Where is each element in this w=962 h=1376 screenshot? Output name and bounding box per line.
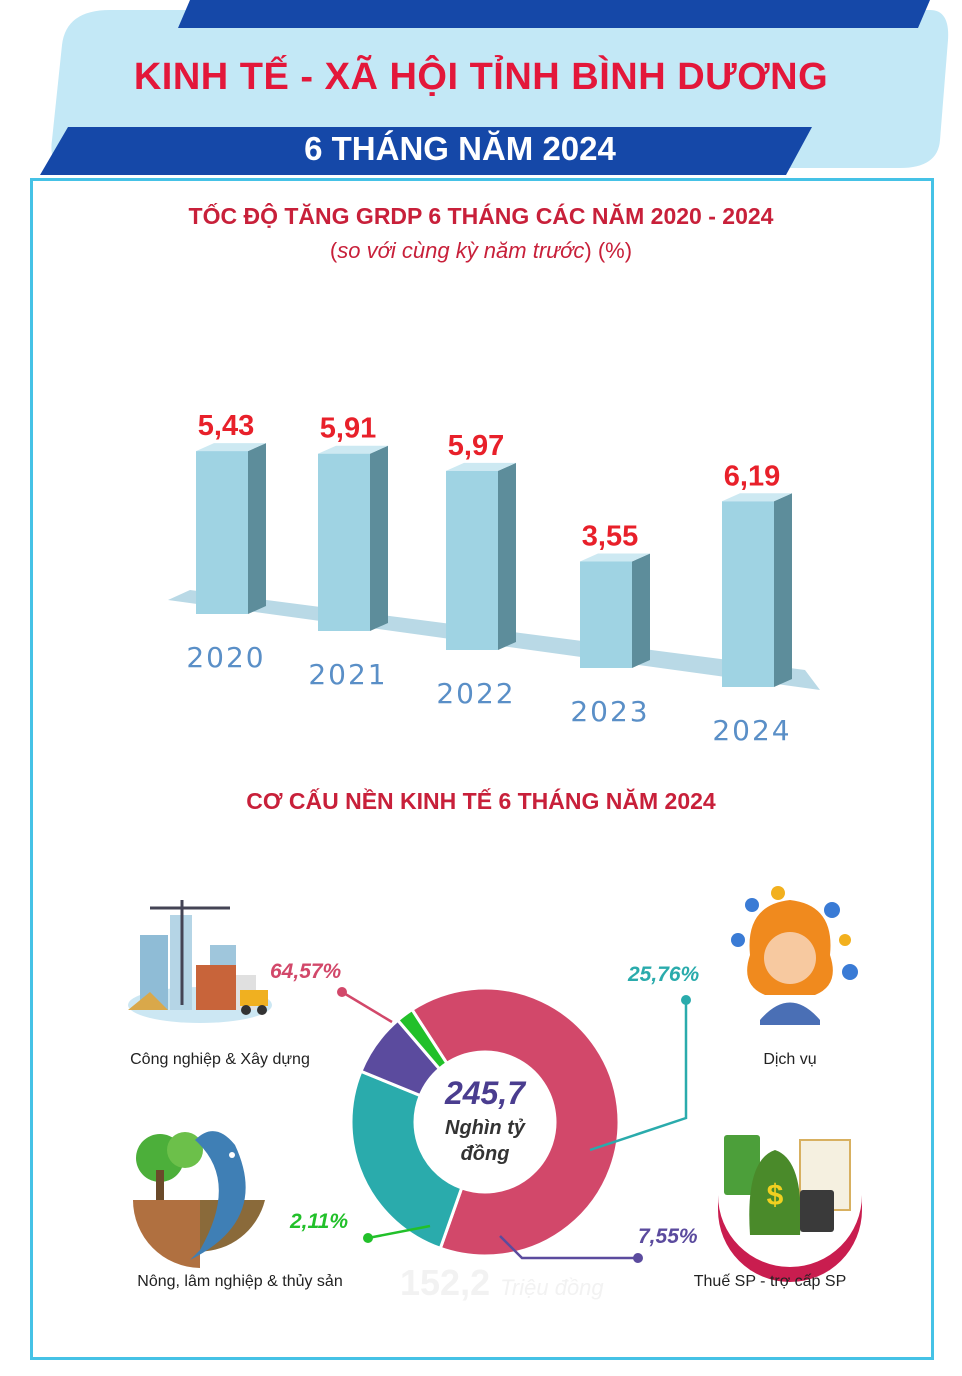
bar-face (580, 561, 632, 668)
taxes-money-icon: $ (716, 1116, 864, 1282)
bar-side (632, 553, 650, 668)
bar-face (318, 453, 370, 631)
bar-side (774, 493, 792, 687)
donut-hole (415, 1052, 555, 1192)
header-banner (40, 0, 949, 175)
agriculture-label: Nông, lâm nghiệp & thủy sản (137, 1273, 343, 1290)
faint-background-unit: Triệu đồng (500, 1275, 604, 1300)
bar-2024: 6,19 2024 (712, 460, 792, 747)
industry-leader-line-dot (337, 987, 347, 997)
services-label: Dịch vụ (763, 1051, 817, 1068)
faint-background-value: 152,2 (400, 1262, 491, 1303)
bar-chart: 5,43 2020 5,91 2021 5,97 2022 3,55 2023 6,19 2024 (168, 410, 820, 747)
bar-chart-title: TỐC ĐỘ TĂNG GRDP 6 THÁNG CÁC NĂM 2020 - … (188, 203, 774, 229)
donut-center-unit-line1: Nghìn tỷ (445, 1117, 525, 1139)
bar-2020: 5,43 2020 (186, 410, 266, 674)
agriculture-leader-line-dot (363, 1233, 373, 1243)
bar-value-label: 5,91 (320, 413, 376, 445)
faint-background-text: 152,2 Triệu đồng (400, 1262, 680, 1304)
bar-top (196, 443, 266, 452)
bar-face (446, 470, 498, 650)
bar-face (196, 451, 248, 614)
bar-value-label: 5,97 (448, 430, 504, 462)
content-frame (30, 178, 934, 1360)
page-subtitle: 6 THÁNG NĂM 2024 (304, 130, 616, 167)
industry-leader-line (341, 990, 393, 1024)
taxes-percent: 7,55% (638, 1225, 698, 1248)
bar-year-label: 2021 (308, 658, 387, 691)
industry-label: Công nghiệp & Xây dựng (130, 1051, 310, 1068)
bar-side (498, 462, 516, 650)
bar-year-label: 2020 (186, 641, 265, 674)
bar-side (370, 445, 388, 631)
bar-year-label: 2024 (712, 714, 791, 747)
taxes-label: Thuế SP - trợ cấp SP (693, 1273, 847, 1290)
donut-chart-title: CƠ CẤU NỀN KINH TẾ 6 THÁNG NĂM 2024 (246, 788, 716, 814)
construction-icon (128, 900, 272, 1023)
page-title: KINH TẾ - XÃ HỘI TỈNH BÌNH DƯƠNG (133, 56, 829, 98)
bar-side (248, 443, 266, 614)
taxes-leader-line (499, 1235, 638, 1260)
bar-chart-unit: (%) (597, 238, 633, 263)
agriculture-percent: 2,11% (290, 1210, 348, 1233)
bar-top (580, 553, 650, 562)
donut-center-value: 245,7 (444, 1075, 526, 1111)
svg-text:$: $ (767, 1179, 784, 1212)
bar-value-label: 6,19 (724, 460, 780, 492)
bar-2021: 5,91 2021 (308, 413, 388, 691)
bar-year-label: 2023 (570, 695, 649, 728)
agriculture-fish-icon (133, 1131, 265, 1268)
agriculture-leader-line (367, 1224, 431, 1240)
industry-percent: 64,57% (270, 960, 342, 983)
bar-value-label: 5,43 (198, 410, 254, 442)
services-operator-icon (731, 886, 858, 1025)
bar-chart-subtitle-italic: so với cùng kỳ năm trước (337, 238, 585, 263)
donut-center-unit-line2: đồng (460, 1143, 510, 1165)
bar-year-label: 2022 (436, 677, 515, 710)
donut-chart (337, 986, 691, 1263)
bar-2023: 3,55 2023 (570, 521, 650, 728)
category-icons: $ (128, 886, 864, 1282)
services-leader-line (589, 1000, 688, 1152)
bar-top (722, 493, 792, 502)
bar-top (318, 445, 388, 454)
bar-2022: 5,97 2022 (436, 430, 516, 710)
bar-value-label: 3,55 (582, 521, 638, 553)
bar-top (446, 462, 516, 471)
taxes-leader-line-dot (633, 1253, 643, 1263)
bar-face (722, 501, 774, 687)
services-percent: 25,76% (628, 963, 700, 986)
services-leader-line-dot (681, 995, 691, 1005)
donut-center-unit: Nghìn tỷ đồng (425, 1115, 545, 1167)
bar-chart-subtitle: (so với cùng kỳ năm trước) (%) (329, 238, 633, 263)
